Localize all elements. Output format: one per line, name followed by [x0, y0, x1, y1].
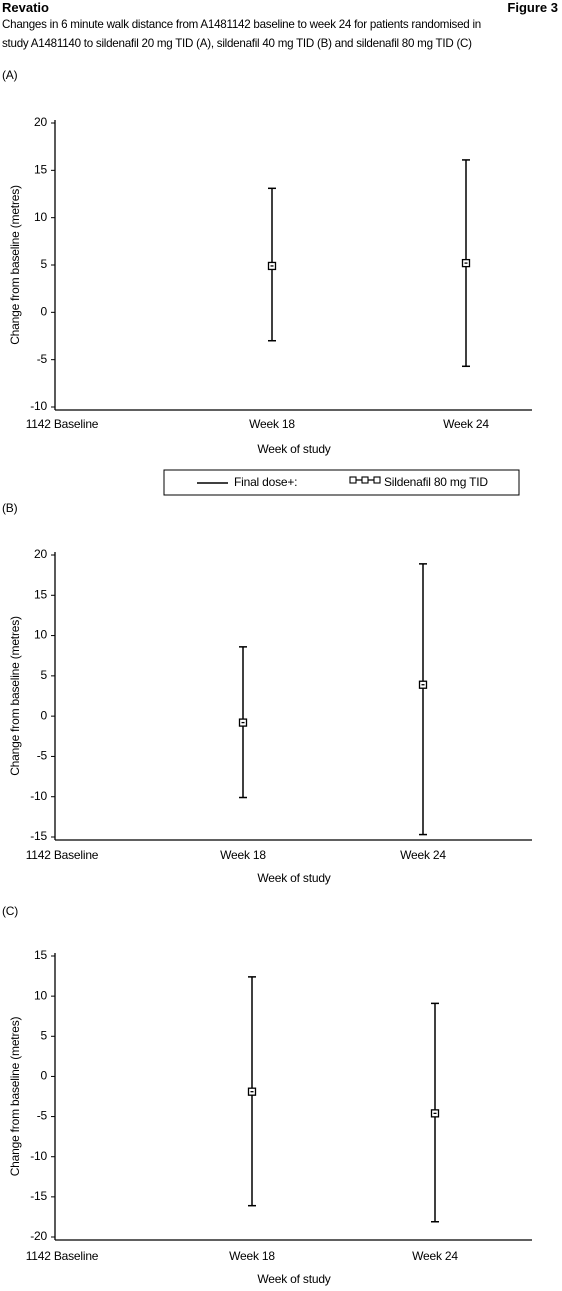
x-tick-label: 1142 Baseline: [26, 417, 99, 431]
y-tick-label: 15: [34, 948, 47, 962]
x-tick-label: 1142 Baseline: [26, 848, 99, 862]
doc-title: Revatio: [2, 0, 49, 15]
y-tick-label: -10: [30, 1149, 47, 1163]
y-tick-label: 10: [34, 988, 47, 1002]
y-tick-label: -15: [30, 1189, 47, 1203]
x-tick-label: 1142 Baseline: [26, 1249, 99, 1263]
x-axis-title: Week of study: [257, 871, 330, 885]
y-tick-label: -10: [30, 789, 47, 803]
legend-label: Sildenafil 80 mg TID: [384, 475, 488, 489]
legend-marker: [373, 476, 381, 484]
caption: study A1481140 to sildenafil 20 mg TID (…: [2, 37, 472, 50]
y-tick-label: 15: [34, 163, 47, 177]
y-tick-label: 5: [41, 1028, 48, 1042]
y-tick-label: -20: [30, 1229, 47, 1243]
x-axis-title: Week of study: [257, 442, 330, 456]
y-tick-label: 20: [34, 115, 47, 129]
x-tick-label: Week 18: [220, 848, 266, 862]
y-tick-label: 15: [34, 587, 47, 601]
x-tick-label: Week 18: [249, 417, 295, 431]
legend-marker: [349, 476, 357, 484]
x-tick-label: Week 24: [400, 848, 446, 862]
y-tick-label: 5: [41, 668, 48, 682]
y-tick-label: -10: [30, 399, 47, 413]
legend-marker: [361, 476, 369, 484]
panel-label: (B): [2, 501, 18, 515]
x-tick-label: Week 24: [412, 1249, 458, 1263]
y-tick-label: -5: [37, 1109, 48, 1123]
y-axis-title: Change from baseline (metres): [8, 1016, 22, 1176]
y-tick-label: 20: [34, 547, 47, 561]
y-tick-label: 10: [34, 210, 47, 224]
y-tick-label: 0: [41, 1069, 48, 1083]
y-tick-label: 10: [34, 628, 47, 642]
y-tick-label: -5: [37, 749, 48, 763]
panel-label: (C): [2, 904, 18, 918]
panel-label: (A): [2, 68, 18, 82]
x-tick-label: Week 18: [229, 1249, 275, 1263]
y-tick-label: 0: [41, 305, 48, 319]
x-tick-label: Week 24: [443, 417, 489, 431]
x-axis-title: Week of study: [257, 1272, 330, 1286]
legend-box: [163, 469, 520, 496]
figure-label: Figure 3: [507, 0, 558, 15]
y-tick-label: 5: [41, 257, 48, 271]
y-axis-title: Change from baseline (metres): [8, 185, 22, 345]
y-axis-title: Change from baseline (metres): [8, 616, 22, 776]
y-tick-label: -15: [30, 829, 47, 843]
y-tick-label: 0: [41, 708, 48, 722]
caption: Changes in 6 minute walk distance from A…: [2, 18, 481, 31]
legend-title: Final dose+:: [234, 475, 297, 489]
y-tick-label: -5: [37, 352, 48, 366]
